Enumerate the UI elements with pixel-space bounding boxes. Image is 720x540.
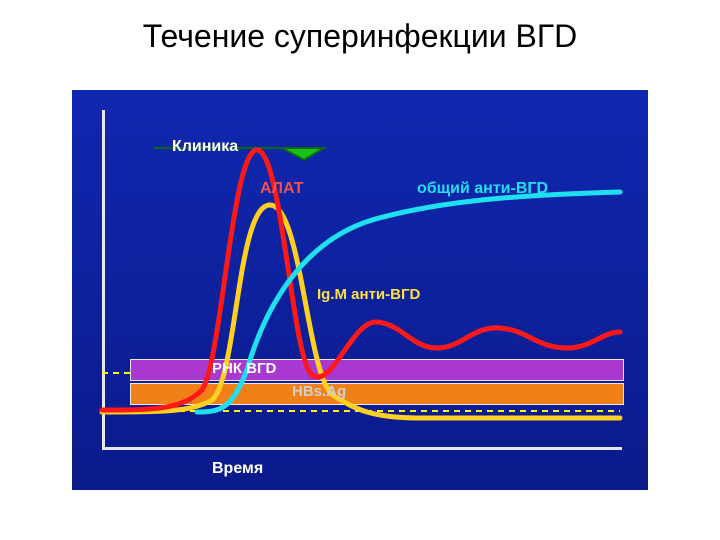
alat-label: АЛАТ bbox=[260, 180, 304, 198]
slide: Течение суперинфекции ВГD Клиника АЛАТ о… bbox=[0, 0, 720, 540]
hbsag-label: HBs.Ag bbox=[292, 383, 346, 400]
slide-title: Течение суперинфекции ВГD bbox=[0, 18, 720, 55]
chart-container: Клиника АЛАТ общий анти-ВГD Ig.M анти-ВГ… bbox=[72, 90, 648, 490]
klinika-label: Клиника bbox=[172, 138, 238, 156]
time-axis-label: Время bbox=[212, 460, 263, 478]
rnk-label: РНК ВГD bbox=[212, 360, 276, 377]
total-anti-label: общий анти-ВГD bbox=[417, 180, 548, 198]
igm-label: Ig.M анти-ВГD bbox=[317, 286, 420, 303]
